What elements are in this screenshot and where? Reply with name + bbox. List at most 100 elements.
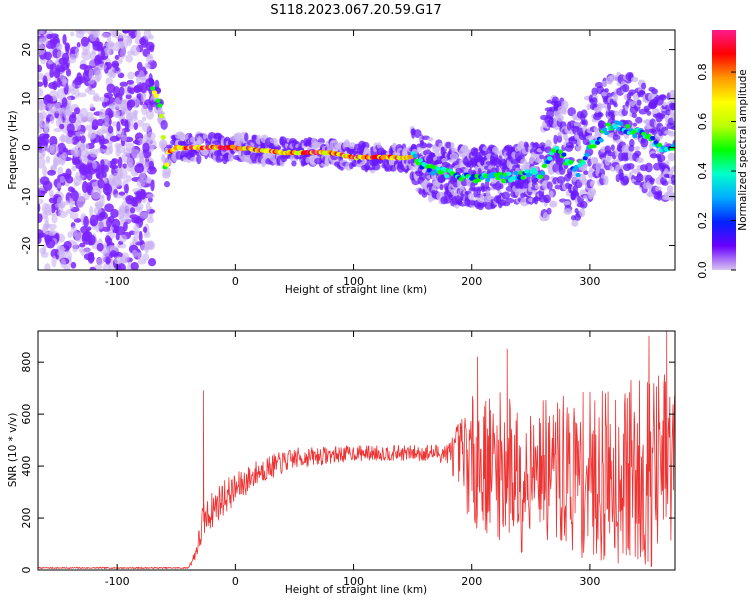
spectrogram-noise-blob	[150, 179, 155, 192]
spectrogram-noise-blob	[146, 193, 155, 199]
spectrogram-halo-blob	[607, 111, 616, 118]
spectrogram-halo-blob	[561, 100, 569, 110]
spectrogram-noise-blob	[136, 163, 144, 168]
spectrogram-noise-blob	[61, 97, 68, 108]
spectrogram-noise-blob	[135, 241, 144, 246]
spectrogram-noise-blob	[108, 42, 117, 48]
spectrogram-halo-blob	[640, 137, 649, 148]
spectrogram-noise-blob	[71, 165, 77, 172]
spectrogram-halo-blob	[613, 110, 620, 117]
spectrogram-noise-blob	[139, 172, 147, 180]
spectrogram-noise-blob	[62, 76, 67, 88]
spectrogram-noise-blob	[50, 115, 55, 124]
spectrogram-halo-blob	[670, 174, 675, 183]
spectrogram-noise-blob	[61, 151, 68, 160]
spectrogram-noise-blob	[62, 33, 67, 45]
spectrogram-noise-blob	[125, 94, 132, 100]
spectrogram-noise-blob	[47, 169, 56, 176]
spectrogram-noise-blob	[111, 158, 119, 165]
spectrogram-halo-blob	[648, 177, 656, 183]
spectrogram-halo-blob	[196, 154, 202, 165]
spectrogram-halo-blob	[620, 151, 630, 162]
spectrogram-halo-blob	[562, 200, 571, 205]
spectrogram-halo-blob	[273, 146, 280, 151]
spectrogram-noise-blob	[144, 176, 152, 184]
spectrogram-halo-blob	[572, 192, 579, 197]
spectrogram-noise-blob	[102, 100, 108, 108]
spectrogram-halo-blob	[579, 208, 586, 218]
snr-y-tick-label: 0	[20, 567, 33, 574]
spectrogram-halo-blob	[291, 160, 297, 167]
spectrogram-noise-blob	[129, 214, 139, 219]
spectrogram-halo-blob	[553, 134, 558, 145]
spectrogram-x-ticks: -100 0 100 200 300	[105, 30, 600, 288]
spectrogram-halo-blob	[604, 145, 612, 154]
spectrogram-noise-blob	[142, 226, 148, 233]
spectrogram-ridge-point	[164, 162, 170, 167]
spectrogram-ridge-point	[430, 171, 436, 176]
spectrogram-noise-blob	[148, 160, 155, 170]
spectrogram-noise-blob	[148, 138, 157, 150]
spectrogram-ridge-point	[532, 170, 539, 175]
spectrogram-noise-blob	[96, 215, 105, 221]
spectrogram-noise-blob	[116, 121, 121, 132]
spectrogram-noise-blob	[57, 142, 67, 155]
spectrogram-ridge-point	[630, 130, 636, 135]
spectrogram-noise-blob	[94, 74, 101, 83]
spectrogram-halo-blob	[571, 219, 579, 227]
spectrogram-noise-blob	[70, 83, 76, 92]
spectrogram-ridge-point	[554, 145, 560, 151]
spectrogram-noise-blob	[139, 37, 147, 46]
spectrogram-noise-blob	[136, 119, 144, 127]
spectrogram-ridge-point	[671, 143, 675, 148]
spectrogram-halo-blob	[556, 176, 566, 184]
spectrogram-ridge-point	[557, 149, 563, 154]
spectrogram-halo-blob	[622, 175, 630, 185]
spectrogram-halo-blob	[557, 131, 563, 137]
spectrogram-halo-blob	[635, 116, 643, 124]
spectrogram-noise-blob	[58, 66, 66, 73]
spectrogram-noise-blob	[140, 189, 147, 200]
spectrogram-halo-blob	[189, 136, 196, 143]
spectrogram-noise-blob	[79, 63, 88, 70]
spec-x-tick-label: 100	[343, 275, 364, 288]
spectrogram-noise-blob	[113, 32, 123, 39]
spectrogram-halo-blob	[591, 97, 598, 106]
spectrogram-noise-blob	[112, 176, 122, 186]
spectrogram-halo-blob	[149, 78, 155, 87]
spectrogram-noise-blob	[105, 44, 114, 56]
spectrogram-ridge-point	[612, 123, 618, 129]
spectrogram-noise-blob	[88, 68, 94, 80]
spectrogram-noise-blob	[46, 102, 52, 109]
spectrogram-halo-blob	[626, 162, 635, 170]
spectrogram-noise-blob	[96, 257, 105, 266]
spectrogram-halo-blob	[371, 162, 381, 171]
spectrogram-noise-blob	[75, 31, 85, 39]
spectrogram-halo-blob	[441, 157, 448, 164]
spectrogram-noise-blob	[137, 251, 143, 261]
spectrogram-noise-blob	[148, 258, 157, 267]
spectrogram-noise-blob	[38, 156, 46, 169]
spectrogram-noise-blob	[54, 203, 60, 208]
spectrogram-noise-blob	[80, 36, 90, 47]
spectrogram-frame	[37, 29, 676, 271]
spectrogram-halo-blob	[656, 154, 666, 163]
spectrogram-ridge-point	[561, 152, 567, 157]
spectrogram-noise-blob	[148, 44, 155, 53]
spectrogram-noise-blob	[83, 116, 93, 122]
spectrogram-noise-blob	[57, 166, 64, 177]
spectrogram-halo-blob	[460, 144, 469, 153]
spec-y-tick-label: -10	[20, 188, 33, 206]
spectrogram-halo-blob	[595, 162, 602, 172]
spectrogram-noise-blob	[139, 211, 149, 219]
spectrogram-halo-blob	[555, 158, 565, 165]
spectrogram-noise-blob	[96, 171, 105, 180]
spectrogram-noise-blob	[38, 112, 45, 125]
spectrogram-halo-blob	[499, 183, 504, 190]
spectrogram-noise-blob	[89, 148, 99, 158]
spectrogram-halo-blob	[597, 120, 607, 129]
spectrogram-noise-blob	[130, 261, 139, 270]
spectrogram-noise-blob	[42, 165, 48, 177]
spectrogram-noise-blob	[104, 115, 110, 125]
